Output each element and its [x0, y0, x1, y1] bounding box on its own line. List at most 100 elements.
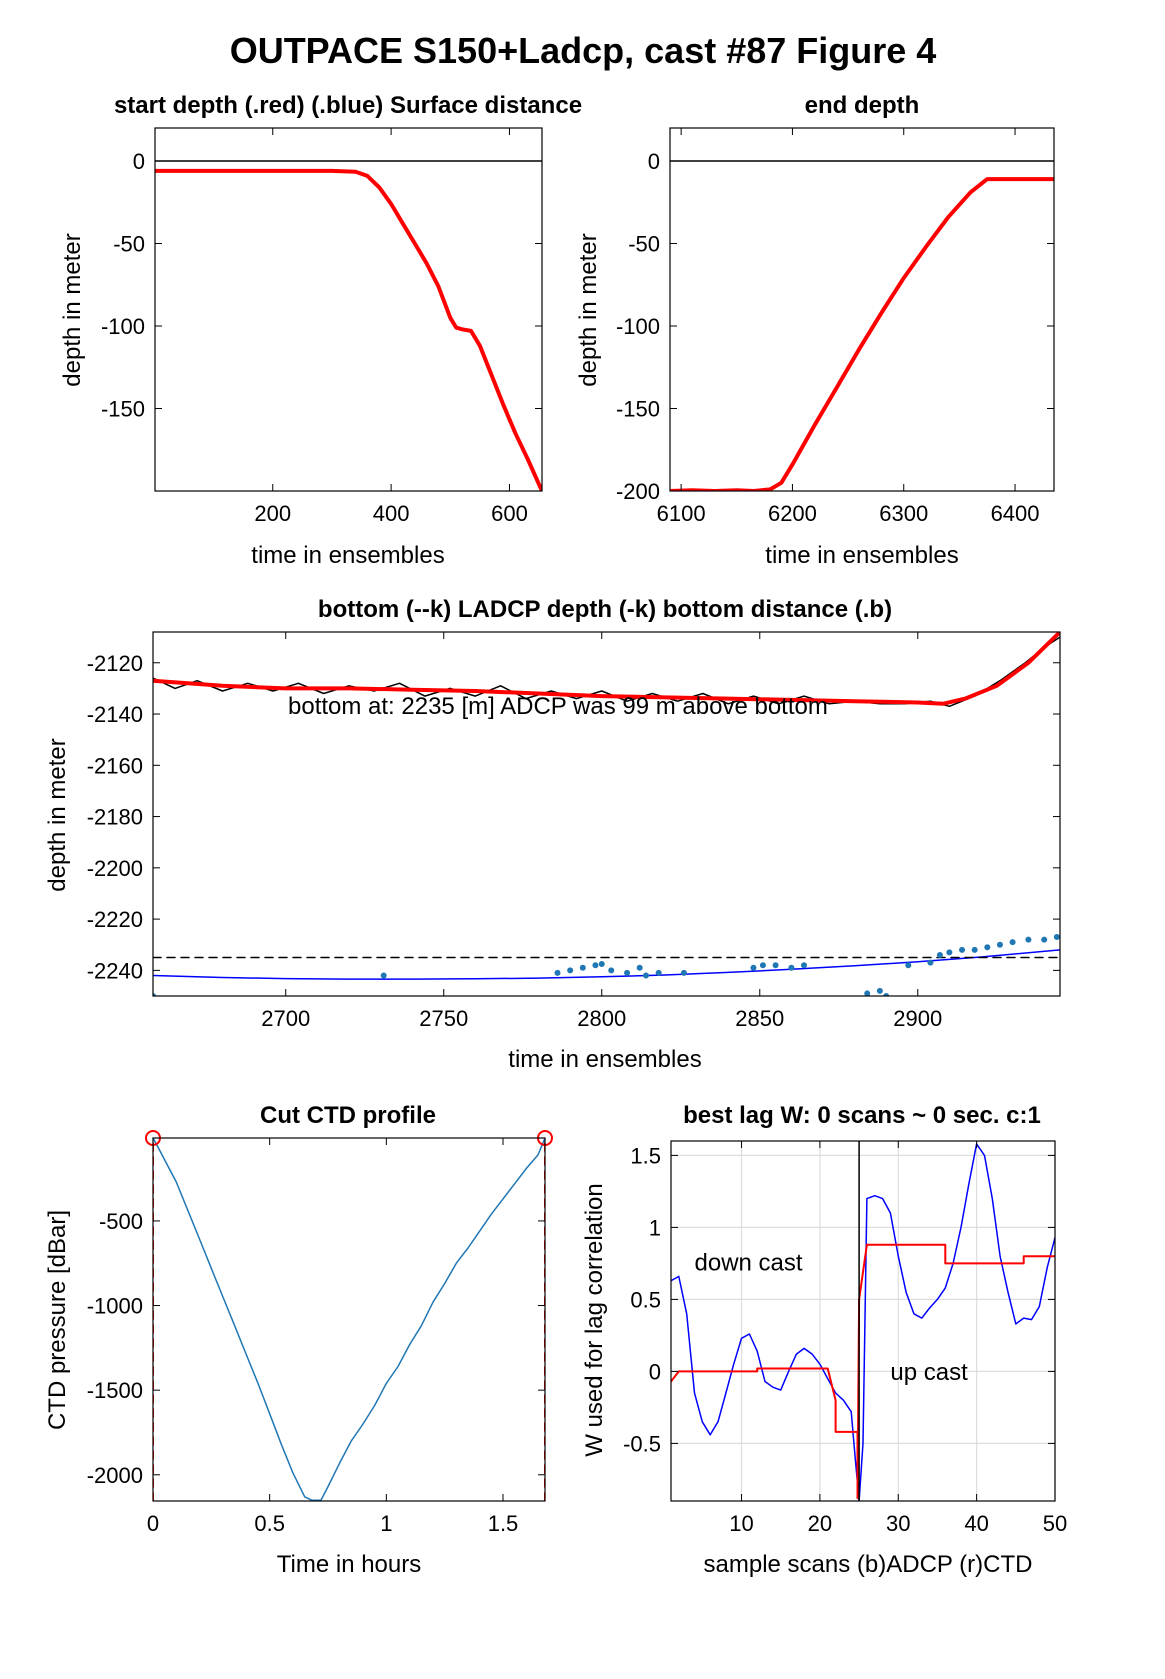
x-tick-label: 40 — [964, 1511, 988, 1536]
y-tick-label: -2140 — [87, 702, 143, 727]
y-tick-label: 1.5 — [630, 1143, 661, 1168]
figure-title: OUTPACE S150+Ladcp, cast #87 Figure 4 — [230, 30, 937, 71]
annotation-text: up cast — [890, 1359, 968, 1386]
lag-axes-box — [670, 1140, 1056, 1502]
data-point — [624, 969, 631, 976]
data-point — [876, 987, 883, 994]
data-point — [643, 972, 650, 979]
data-point — [598, 960, 605, 967]
end-axes-box — [669, 127, 1055, 492]
end-plot-area: 6100 6200 6300 6400 0 -50 -100 -150 -200 — [616, 128, 1054, 526]
bottom-ylabel: depth in meter — [44, 738, 71, 891]
y-tick-label: -2220 — [87, 907, 143, 932]
y-tick-label: -1500 — [87, 1378, 143, 1403]
x-tick-label: 6400 — [991, 501, 1040, 526]
data-point — [946, 949, 953, 956]
data-point — [1053, 934, 1060, 941]
y-tick-label: -200 — [616, 479, 660, 504]
x-tick-label: 20 — [808, 1511, 832, 1536]
y-tick-label: -50 — [113, 232, 145, 257]
ctd-xlabel: Time in hours — [277, 1551, 422, 1578]
x-tick-label: 2850 — [735, 1006, 784, 1031]
start-ylabel: depth in meter — [59, 233, 86, 386]
y-tick-label: -50 — [628, 232, 660, 257]
x-tick-label: 0 — [147, 1511, 159, 1536]
bottom-plot-area: 2700 2750 2800 2850 2900 -2120 -2140 -2160 -2180… — [87, 632, 1060, 1031]
y-tick-label: -2200 — [87, 856, 143, 881]
lag-ylabel: W used for lag correlation — [581, 1183, 608, 1456]
panel-bottom-distance: bottom (--k) LADCP depth (-k) bottom dis… — [44, 596, 1061, 1073]
x-tick-label: 200 — [254, 501, 291, 526]
data-point — [608, 967, 615, 974]
data-point — [1025, 936, 1032, 943]
data-point — [959, 946, 966, 953]
bottom-xlabel: time in ensembles — [508, 1046, 701, 1073]
series-line-1 — [153, 632, 1060, 706]
x-tick-label: 30 — [886, 1511, 910, 1536]
series-line-0 — [155, 168, 542, 491]
data-point — [984, 944, 991, 951]
x-tick-label: 0.5 — [254, 1511, 285, 1536]
x-tick-label: 6100 — [657, 501, 706, 526]
data-point — [927, 959, 934, 966]
bottom-axes-box — [152, 631, 1061, 997]
y-tick-label: 0 — [648, 149, 660, 174]
panel-start-depth: start depth (.red) (.blue) Surface dista… — [59, 92, 582, 569]
end-xlabel: time in ensembles — [765, 542, 958, 569]
lag-annotations: down cast up cast — [695, 1250, 969, 1386]
data-point — [655, 969, 662, 976]
y-tick-label: 0.5 — [630, 1287, 661, 1312]
data-point — [801, 962, 808, 969]
ctd-title: Cut CTD profile — [260, 1102, 436, 1129]
data-point — [905, 962, 912, 969]
y-tick-label: -2000 — [87, 1463, 143, 1488]
data-point — [567, 967, 574, 974]
x-tick-label: 2750 — [419, 1006, 468, 1031]
y-tick-label: -2120 — [87, 651, 143, 676]
ctd-plot-area: 0 0.5 1 1.5 -500 -1000 -1500 -2000 — [87, 1130, 553, 1536]
end-title: end depth — [805, 92, 920, 119]
y-tick-label: -2180 — [87, 805, 143, 830]
data-point — [772, 962, 779, 969]
annotation-text: down cast — [695, 1250, 803, 1277]
start-title: start depth (.red) (.blue) Surface dista… — [114, 92, 582, 119]
y-tick-label: -2240 — [87, 958, 143, 983]
ctd-ylabel: CTD pressure [dBar] — [44, 1210, 71, 1430]
y-tick-label: -150 — [616, 397, 660, 422]
x-tick-label: 50 — [1043, 1511, 1067, 1536]
data-point — [788, 964, 795, 971]
y-tick-label: -1000 — [87, 1294, 143, 1319]
y-tick-label: -100 — [101, 314, 145, 339]
series-line-0 — [153, 1138, 545, 1501]
x-tick-label: 2700 — [261, 1006, 310, 1031]
x-tick-label: 10 — [729, 1511, 753, 1536]
data-point — [759, 962, 766, 969]
data-point — [680, 969, 687, 976]
lag-title: best lag W: 0 scans ~ 0 sec. c:1 — [683, 1102, 1041, 1129]
end-ylabel: depth in meter — [575, 233, 602, 386]
series-line-2 — [153, 949, 1060, 980]
y-tick-label: -0.5 — [623, 1431, 661, 1456]
data-point — [996, 941, 1003, 948]
start-plot-area: 200 400 600 0 -50 -100 -150 — [101, 128, 542, 526]
y-tick-label: -150 — [101, 397, 145, 422]
x-tick-label: 1.5 — [488, 1511, 519, 1536]
ctd-axes-box — [152, 1137, 546, 1502]
panel-lag-correlation: best lag W: 0 scans ~ 0 sec. c:1 10 20 30 4… — [581, 1102, 1067, 1578]
bottom-annotation: bottom at: 2235 [m] ADCP was 99 m above … — [288, 693, 828, 720]
data-point — [883, 993, 890, 996]
start-axes-box — [154, 127, 543, 492]
x-tick-label: 6200 — [768, 501, 817, 526]
x-tick-label: 6300 — [879, 501, 928, 526]
bottom-title: bottom (--k) LADCP depth (-k) bottom dis… — [318, 596, 892, 623]
data-point — [971, 946, 978, 953]
data-point — [1041, 936, 1048, 943]
y-tick-label: 0 — [133, 149, 145, 174]
x-tick-label: 400 — [373, 501, 410, 526]
series-line-1 — [671, 1243, 1055, 1500]
x-tick-label: 600 — [491, 501, 528, 526]
panel-ctd-profile: Cut CTD profile 0 0.5 1 1.5 -500 -1000 -1500 -2… — [44, 1102, 553, 1578]
panel-end-depth: end depth 6100 6200 6300 6400 0 -50 -100 -150 -2… — [575, 92, 1055, 569]
y-tick-label: 1 — [649, 1215, 661, 1240]
